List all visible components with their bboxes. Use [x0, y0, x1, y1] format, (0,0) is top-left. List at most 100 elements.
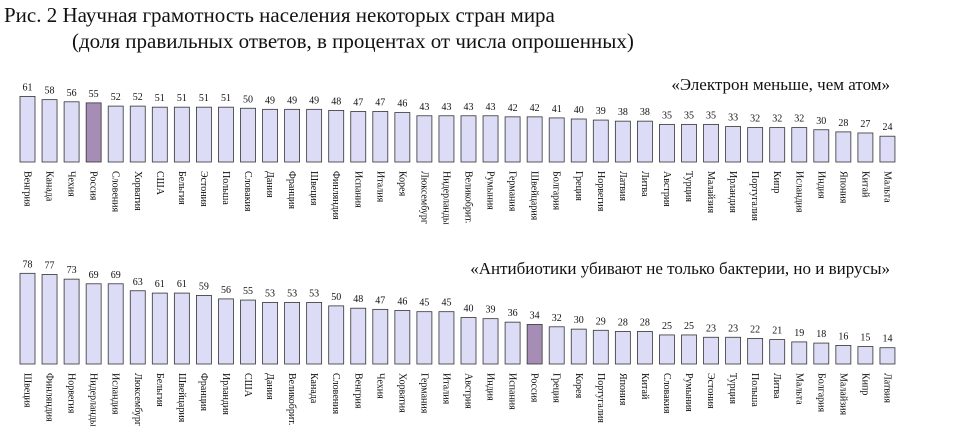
bar [570, 118, 587, 163]
x-tick-label: Португалия [595, 373, 606, 423]
value-label: 61 [155, 279, 165, 290]
bar [41, 274, 58, 365]
x-tick-label: Бельгия [176, 171, 187, 205]
bar [284, 301, 301, 365]
x-tick-label: Китай [859, 171, 870, 198]
value-label: 45 [419, 298, 429, 309]
value-label: 15 [860, 333, 870, 344]
bar [791, 127, 808, 163]
bar [747, 127, 764, 163]
bar [173, 106, 190, 163]
value-label: 29 [596, 316, 606, 327]
bar [151, 292, 168, 365]
value-label: 48 [353, 294, 363, 305]
x-tick-label: Кипр [771, 171, 782, 193]
value-label: 61 [177, 279, 187, 290]
x-tick-label: Греция [551, 373, 562, 403]
value-label: 18 [816, 329, 826, 340]
x-tick-label: Корея [573, 373, 584, 399]
bar [19, 96, 36, 163]
value-label: 32 [552, 313, 562, 324]
value-label: 43 [441, 102, 451, 113]
x-tick-label: Бельгия [154, 373, 165, 407]
value-label: 36 [508, 308, 518, 319]
bar [394, 112, 411, 163]
bar [637, 120, 653, 163]
x-tick-label: Нидерланды [88, 373, 99, 427]
value-label: 30 [574, 315, 584, 326]
value-label: 25 [662, 321, 672, 332]
value-label: 40 [464, 304, 474, 315]
value-label: 14 [882, 334, 892, 345]
value-label: 42 [530, 103, 540, 114]
value-label: 53 [287, 288, 297, 299]
x-tick-label: Япония [837, 171, 848, 204]
bar [614, 331, 631, 365]
value-label: 28 [618, 317, 628, 328]
value-label: 16 [838, 331, 848, 342]
x-tick-label: Польша [749, 373, 760, 407]
bar [218, 298, 234, 365]
value-label: 39 [596, 106, 606, 117]
x-tick-label: Кипр [859, 373, 870, 395]
value-label: 30 [816, 116, 826, 127]
x-tick-label: Мальта [793, 373, 804, 405]
x-tick-label: Корея [396, 171, 407, 197]
value-label: 27 [860, 119, 870, 130]
bar [725, 126, 741, 163]
x-tick-label: Словакия [661, 373, 672, 414]
value-label: 51 [199, 93, 209, 104]
x-tick-label: Чехия [374, 373, 385, 399]
bar [262, 108, 278, 163]
bar [129, 105, 146, 163]
value-label: 43 [419, 102, 429, 113]
value-label: 41 [552, 104, 562, 115]
x-tick-label: Люксембург [132, 373, 143, 426]
value-label: 56 [221, 285, 231, 296]
x-tick-label: Италия [374, 171, 385, 203]
x-tick-label: США [154, 171, 165, 196]
x-tick-label: Литва [771, 373, 782, 399]
x-tick-label: Польша [220, 171, 231, 205]
bar [328, 305, 345, 365]
value-label: 61 [23, 82, 33, 93]
value-label: 49 [265, 95, 275, 106]
value-label: 47 [375, 295, 385, 306]
x-tick-label: Румыния [485, 171, 496, 210]
chart-title: «Электрон меньше, чем атом» [671, 75, 890, 94]
value-label: 47 [375, 97, 385, 108]
value-label: 53 [309, 288, 319, 299]
bar [592, 119, 609, 163]
bar [218, 106, 234, 163]
x-tick-label: Австрия [661, 171, 672, 207]
x-tick-label: Португалия [749, 171, 760, 221]
value-label: 32 [750, 114, 760, 125]
value-label: 43 [486, 102, 496, 113]
bar [460, 317, 477, 365]
bar [63, 278, 80, 365]
chart-title: «Антибиотики убивают не только бактерии,… [470, 259, 890, 278]
bar [195, 106, 212, 163]
value-label: 47 [353, 97, 363, 108]
x-tick-label: Германия [418, 373, 429, 414]
bar [813, 342, 830, 365]
x-tick-label: Россия [88, 171, 99, 201]
value-label: 49 [309, 95, 319, 106]
x-tick-label: Малайзия [705, 171, 716, 214]
bar [637, 331, 653, 365]
bar [19, 272, 36, 365]
bar [284, 108, 301, 163]
x-tick-label: Турция [727, 373, 738, 404]
value-label: 56 [67, 88, 77, 99]
value-label: 34 [530, 310, 540, 321]
bar [306, 301, 323, 365]
value-label: 23 [728, 323, 738, 334]
bar [107, 283, 124, 365]
bar [240, 299, 256, 365]
x-tick-label: Канада [308, 373, 319, 404]
x-tick-label: Финляндия [330, 171, 341, 220]
bar [703, 336, 719, 365]
value-label: 77 [45, 260, 55, 271]
value-label: 58 [45, 86, 55, 97]
bar [835, 131, 852, 163]
